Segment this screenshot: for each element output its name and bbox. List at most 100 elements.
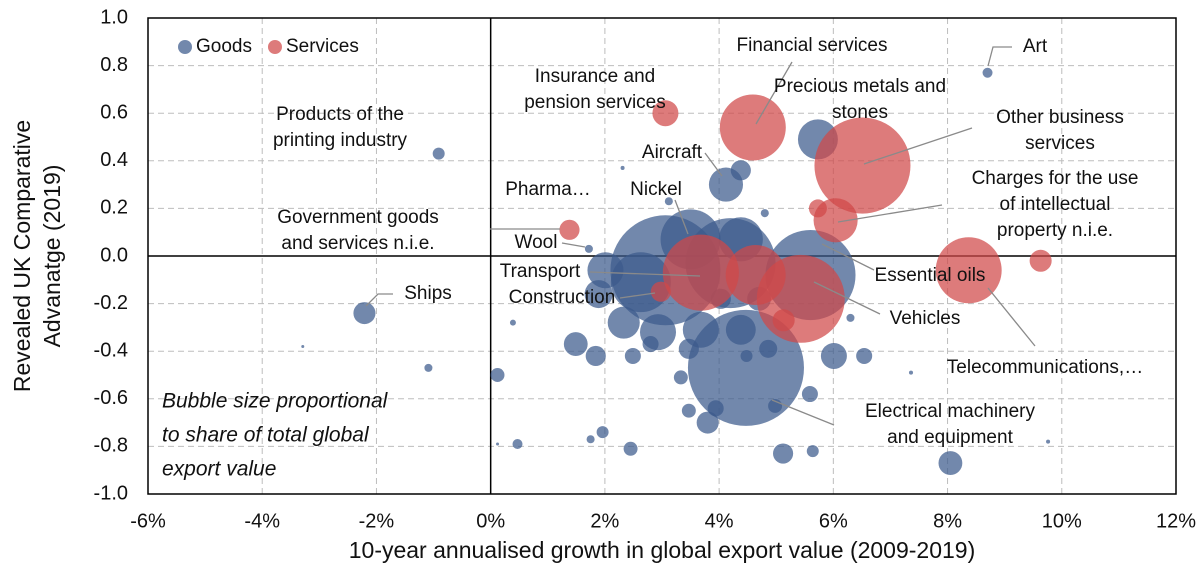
- annotation: services: [1025, 133, 1095, 154]
- bubble: [623, 441, 638, 456]
- leader-line: [619, 292, 656, 299]
- x-axis-title: 10-year annualised growth in global expo…: [349, 537, 976, 563]
- annotation: Telecommunications,…: [947, 357, 1143, 378]
- bubble: [725, 314, 756, 345]
- bubble: [725, 245, 786, 306]
- annotation: and equipment: [887, 427, 1013, 448]
- bubble: [509, 319, 516, 326]
- bubble: [696, 411, 719, 434]
- bubble: [707, 400, 724, 417]
- bubble: [773, 443, 794, 464]
- x-tick-label: 2%: [590, 510, 619, 532]
- bubble: [820, 342, 847, 369]
- annotation: Construction: [509, 287, 616, 308]
- y-tick-label: -1.0: [94, 482, 128, 504]
- leader-line: [863, 127, 973, 165]
- bubble: [650, 281, 671, 302]
- bubble: [856, 347, 873, 364]
- y-tick-label: -0.4: [94, 339, 128, 361]
- annotation: Other business: [996, 107, 1124, 128]
- note: Bubble size proportional: [162, 390, 389, 413]
- annotation: property n.i.e.: [997, 220, 1113, 241]
- bubble: [353, 302, 376, 325]
- annotation: Aircraft: [642, 142, 703, 163]
- x-tick-label: -2%: [359, 510, 395, 532]
- bubble: [730, 160, 751, 181]
- annotation: printing industry: [273, 130, 408, 151]
- annotation: stones: [832, 102, 888, 123]
- leader-line: [755, 61, 793, 125]
- annotation: Insurance and: [535, 66, 655, 87]
- note: to share of total global: [162, 424, 370, 447]
- bubble: [596, 426, 609, 439]
- bubble: [424, 363, 433, 372]
- bubble: [740, 349, 753, 362]
- bubble: [584, 280, 613, 309]
- leader-line: [813, 281, 881, 315]
- legend-marker: [178, 40, 192, 54]
- annotation: Wool: [515, 232, 558, 253]
- x-tick-label: 12%: [1156, 510, 1196, 532]
- leader-line: [561, 242, 586, 248]
- bubble: [664, 197, 673, 206]
- bubble: [681, 403, 696, 418]
- bubble: [559, 219, 580, 240]
- bubble: [490, 368, 505, 382]
- leader-line: [987, 287, 1036, 347]
- y-tick-label: -0.8: [94, 435, 128, 457]
- x-tick-label: 6%: [819, 510, 848, 532]
- leader-line: [365, 293, 393, 307]
- bubble: [1046, 439, 1051, 444]
- bubble: [586, 435, 595, 444]
- bubble: [759, 339, 778, 358]
- bubble: [1029, 249, 1052, 272]
- y-tick-label: 0.6: [100, 101, 128, 123]
- bubble: [432, 147, 445, 160]
- bubble: [624, 347, 641, 364]
- y-tick-label: -0.6: [94, 387, 128, 409]
- legend-marker: [267, 40, 282, 54]
- bubble: [587, 252, 624, 289]
- bubble: [772, 309, 795, 332]
- bubble: [846, 313, 855, 322]
- annotation: Art: [1023, 36, 1048, 57]
- bubble: [719, 94, 786, 161]
- leader-line: [589, 271, 701, 277]
- x-tick-label: -6%: [130, 510, 166, 532]
- annotation: Electrical machinery: [865, 401, 1035, 422]
- bubble: [808, 199, 827, 218]
- bubble: [982, 67, 993, 78]
- bubble: [673, 370, 688, 385]
- bubble: [652, 100, 679, 127]
- annotation: Vehicles: [890, 308, 961, 329]
- annotation: Charges for the use: [972, 168, 1139, 189]
- x-tick-label: 4%: [705, 510, 734, 532]
- bubble: [607, 306, 640, 339]
- annotation: Financial services: [737, 35, 888, 56]
- bubble: [584, 244, 593, 253]
- annotation: and services n.i.e.: [281, 233, 434, 254]
- annotation: Nickel: [630, 179, 682, 200]
- bubble: [908, 370, 914, 375]
- y-tick-label: 1.0: [100, 6, 128, 28]
- bubble: [642, 336, 659, 353]
- annotation: Pharma…: [505, 179, 591, 200]
- y-tick-label: 0.4: [100, 149, 128, 171]
- leader-line: [771, 399, 835, 426]
- annotation: of intellectual: [1000, 194, 1111, 215]
- annotation: Transport: [500, 261, 581, 282]
- bubble: [806, 445, 819, 458]
- bubble: [496, 442, 500, 446]
- legend-label: Goods: [196, 36, 252, 57]
- bubble: [814, 117, 911, 214]
- annotation: Government goods: [277, 207, 439, 228]
- y-tick-label: 0.0: [100, 244, 128, 266]
- bubble: [935, 237, 1002, 304]
- bubble: [620, 165, 625, 170]
- note: export value: [162, 458, 276, 481]
- y-axis-title: Advanatge (2019): [39, 165, 65, 348]
- annotation: Precious metals and: [774, 76, 946, 97]
- x-tick-label: -4%: [244, 510, 280, 532]
- bubble: [563, 332, 588, 356]
